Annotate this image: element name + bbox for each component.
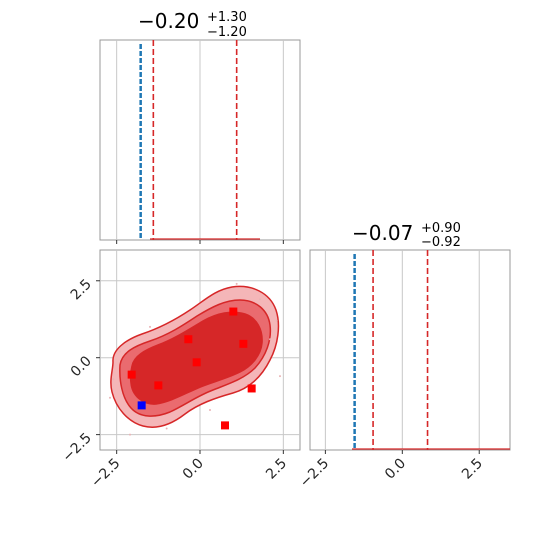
red-marker xyxy=(154,381,163,390)
contour-y-tick-label: 2.5 xyxy=(68,276,95,303)
histogram-y-tick-label: 2.5 xyxy=(459,456,486,483)
sample-point xyxy=(235,282,238,285)
red-marker xyxy=(239,339,248,348)
red-marker xyxy=(229,307,238,316)
histogram-panel-y: −2.5 0.0 2.5 −0.07 +0.90 −0.92 xyxy=(297,221,511,491)
histogram-y-tick-label: −2.5 xyxy=(297,456,332,491)
blue-marker xyxy=(137,401,146,410)
sample-point xyxy=(109,396,111,399)
sample-point xyxy=(269,338,271,341)
histogram-y-frame xyxy=(309,249,511,451)
contour-x-tick-label: −2.5 xyxy=(88,456,123,491)
sample-point xyxy=(279,375,281,378)
red-marker xyxy=(184,335,193,344)
red-marker xyxy=(127,370,136,379)
red-marker xyxy=(221,421,229,430)
contour-x-tick-label: 0.0 xyxy=(180,456,207,483)
contour-inner xyxy=(129,311,263,405)
sample-point xyxy=(165,427,168,430)
histogram-y-tick-label: 0.0 xyxy=(382,456,409,483)
red-marker xyxy=(192,358,201,367)
histogram-x-title-median: −0.20 xyxy=(138,9,199,33)
sample-point xyxy=(275,319,278,322)
red-marker xyxy=(247,384,256,393)
histogram-y-title-plus: +0.90 xyxy=(421,221,461,236)
histogram-x-title-plus: +1.30 xyxy=(207,10,247,25)
sample-point xyxy=(209,409,211,411)
contour-y-tick-label: −2.5 xyxy=(59,430,94,465)
contour-y-tick-label: 0.0 xyxy=(68,353,95,380)
sample-point xyxy=(119,350,121,353)
sample-point xyxy=(149,325,151,328)
contour-panel: −2.5 0.0 2.5 −2.5 0.0 2.5 xyxy=(59,249,301,491)
sample-point xyxy=(129,433,131,436)
histogram-panel-x: −0.20 +1.30 −1.20 xyxy=(99,9,301,244)
histogram-y-title-minus: −0.92 xyxy=(421,235,461,250)
sample-point xyxy=(259,298,261,301)
histogram-x-title-minus: −1.20 xyxy=(207,25,247,40)
sample-point xyxy=(112,378,115,381)
contour-x-tick-label: 2.5 xyxy=(263,456,290,483)
histogram-y-title-median: −0.07 xyxy=(352,221,413,245)
